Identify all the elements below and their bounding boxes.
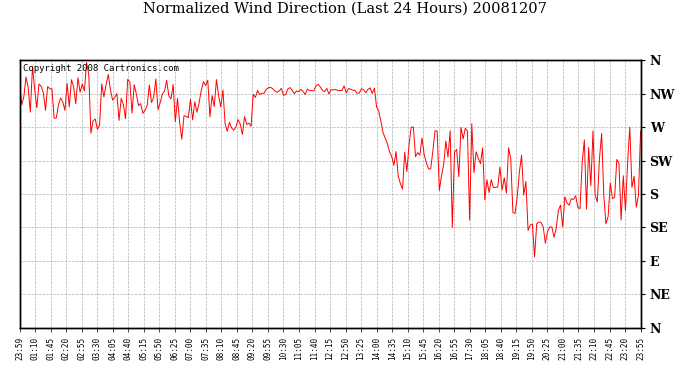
Text: Normalized Wind Direction (Last 24 Hours) 20081207: Normalized Wind Direction (Last 24 Hours… (143, 2, 547, 16)
Text: Copyright 2008 Cartronics.com: Copyright 2008 Cartronics.com (23, 64, 179, 73)
